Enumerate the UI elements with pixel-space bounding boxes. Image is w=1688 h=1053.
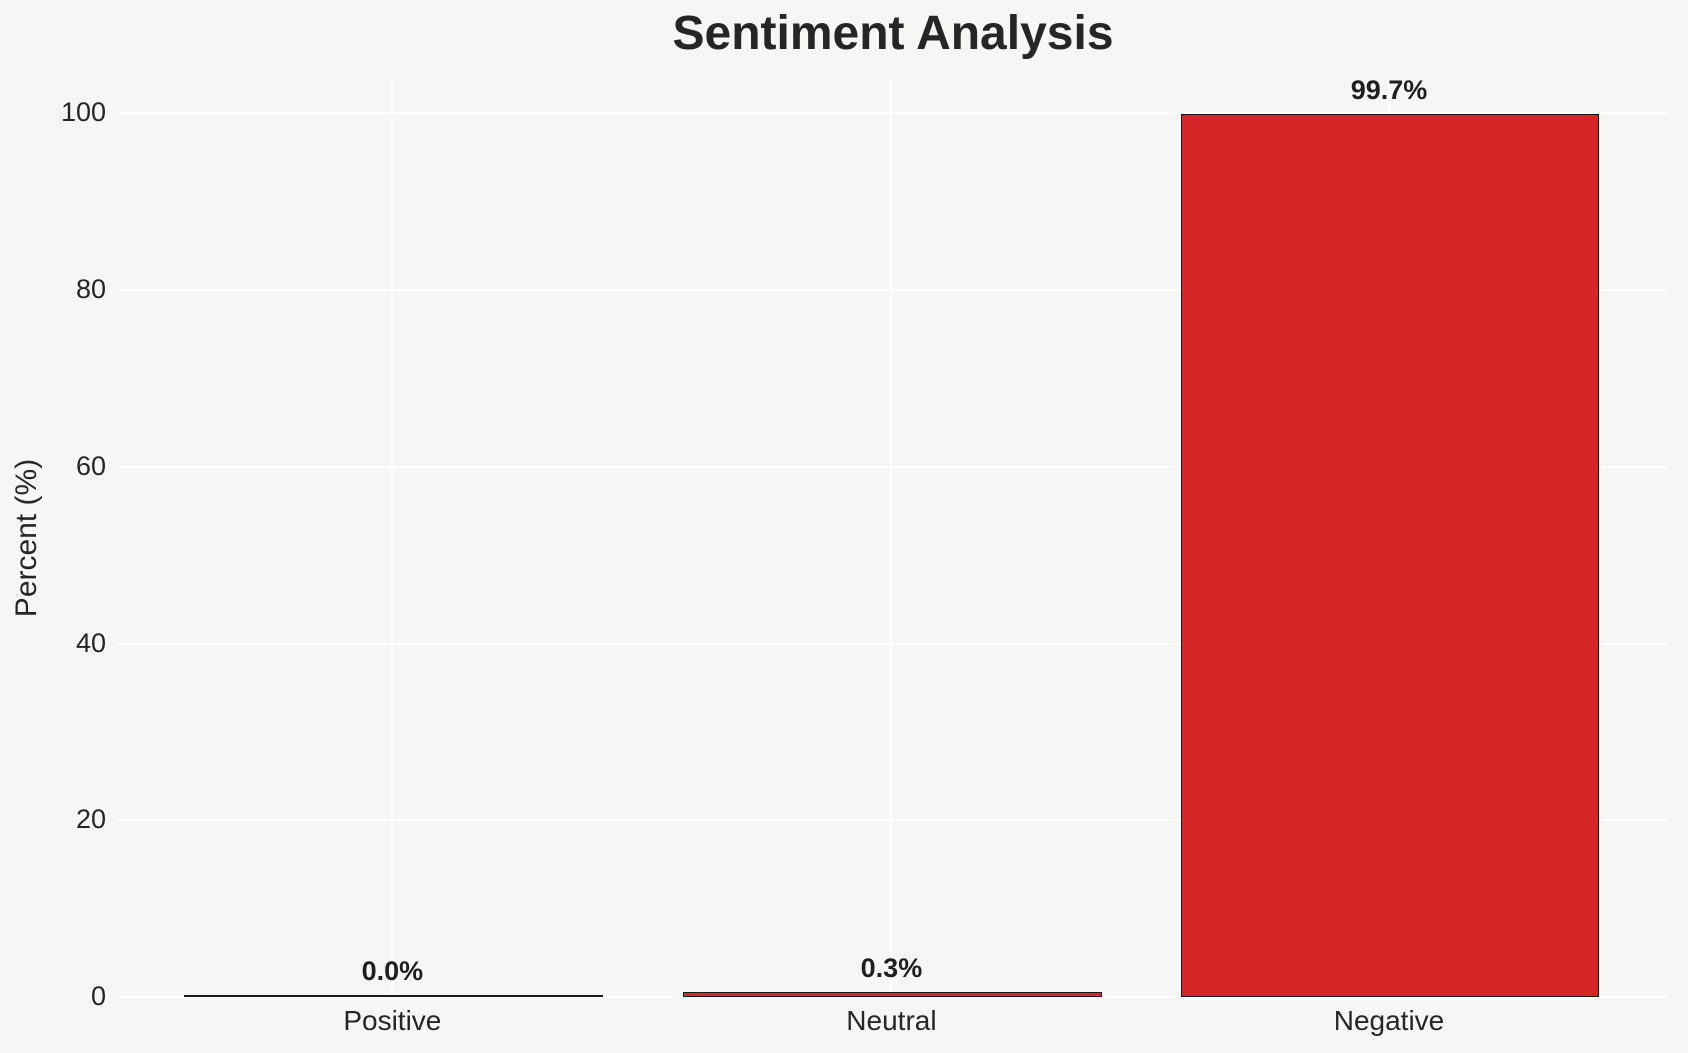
v-gridline-neutral <box>890 78 893 997</box>
bar-value-label-negative: 99.7% <box>1350 75 1428 105</box>
y-tick-label: 80 <box>75 274 106 305</box>
h-gridline-20 <box>118 819 1668 822</box>
y-tick-label: 20 <box>75 804 106 835</box>
chart-title: Sentiment Analysis <box>672 7 1114 60</box>
x-tick-label-neutral: Neutral <box>846 1005 937 1036</box>
bar-negative <box>1180 114 1600 997</box>
bar-positive <box>184 995 603 997</box>
y-tick-label: 100 <box>60 97 106 128</box>
bar-value-label-positive: 0.0% <box>361 956 424 986</box>
x-tick-label-positive: Positive <box>343 1005 442 1036</box>
y-axis-label-text: Percent (%) <box>10 458 44 617</box>
x-tick-label-negative: Negative <box>1333 1005 1445 1036</box>
plot-area: 0.0% 0.3% 99.7% <box>118 75 1668 998</box>
h-gridline-60 <box>118 465 1668 468</box>
y-tick-label: 0 <box>90 981 106 1011</box>
h-gridline-40 <box>118 642 1668 645</box>
h-gridline-100 <box>118 112 1668 115</box>
v-gridline-positive <box>391 78 394 997</box>
y-tick-label: 40 <box>75 627 106 658</box>
bar-value-label-neutral: 0.3% <box>860 953 923 984</box>
h-gridline-80 <box>118 289 1668 292</box>
y-axis-label: Percent (%) <box>6 78 48 997</box>
bar-neutral <box>683 992 1102 997</box>
y-tick-label: 60 <box>75 450 106 481</box>
h-gridline-0 <box>118 996 1668 998</box>
